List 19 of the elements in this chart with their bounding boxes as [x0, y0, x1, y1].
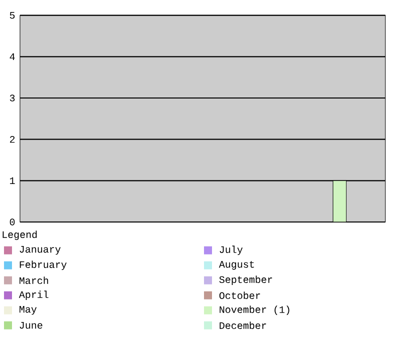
legend-label: January — [20, 246, 61, 255]
y-tick-label: 5 — [10, 12, 15, 19]
legend-label: February — [20, 260, 67, 270]
y-tick-label: 0 — [10, 218, 15, 226]
legend-label: April — [18, 290, 48, 300]
legend-label: May — [20, 306, 37, 315]
y-tick-label: 4 — [10, 53, 15, 60]
legend-label: October — [219, 292, 260, 300]
y-tick-label: 3 — [10, 94, 15, 102]
legend-label: June — [20, 322, 42, 329]
legend-label: November (1) — [220, 306, 290, 315]
legend-label: March — [20, 276, 48, 284]
legend-label: August — [218, 260, 254, 270]
y-tick-label: 1 — [10, 177, 15, 184]
legend-label: September — [219, 276, 272, 285]
legend-title: Legend — [2, 230, 37, 240]
legend-label: December — [220, 322, 266, 330]
legend-label: July — [220, 246, 243, 255]
y-tick-label: 2 — [10, 136, 15, 143]
